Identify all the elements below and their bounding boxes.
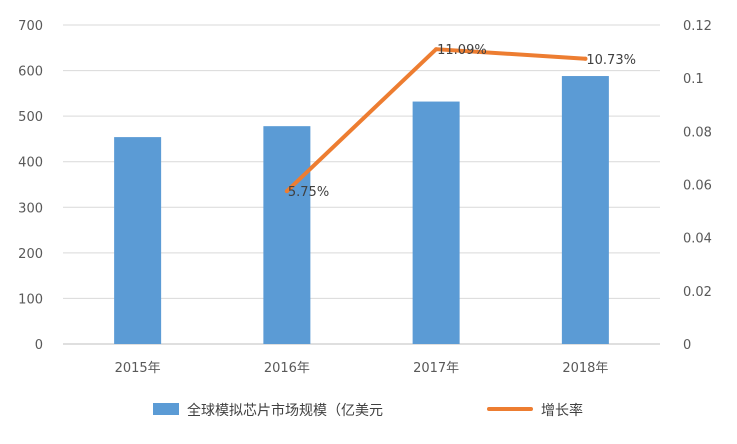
- y-left-tick-label: 0: [35, 338, 43, 353]
- data-label: 5.75%: [288, 185, 329, 200]
- y-left-tick-label: 400: [18, 156, 43, 171]
- y-right-tick-label: 0.02: [683, 285, 712, 300]
- legend-label-line: 增长率: [541, 402, 583, 419]
- bar: [412, 101, 460, 344]
- bar-series: [114, 76, 609, 344]
- x-tick-label: 2016年: [264, 361, 310, 376]
- y-right-tick-label: 0.06: [683, 179, 712, 194]
- line-point: [583, 56, 588, 61]
- bar: [263, 126, 311, 344]
- legend: 全球模拟芯片市场规模（亿美元 增长率: [153, 402, 583, 419]
- y-right-tick-label: 0.08: [683, 125, 712, 140]
- y-right-tick-label: 0.12: [683, 19, 712, 34]
- line-point: [434, 47, 439, 52]
- bar: [561, 76, 609, 344]
- x-tick-label: 2017年: [413, 361, 459, 376]
- x-tick-label: 2015年: [115, 361, 161, 376]
- gridlines: [63, 24, 660, 299]
- y-left-tick-label: 100: [18, 292, 43, 307]
- legend-swatch-bar: [153, 403, 179, 415]
- line-series: [284, 47, 588, 194]
- y-left-tick-label: 500: [18, 110, 43, 125]
- data-labels: 5.75% 11.09% 10.73%: [288, 43, 636, 200]
- axes: 0 100 200 300 400 500 600 700 0 0.02 0.04 0.06 0.08 0…: [18, 19, 712, 376]
- legend-label-bar: 全球模拟芯片市场规模（亿美元: [187, 402, 383, 419]
- y-left-tick-label: 600: [18, 65, 43, 80]
- bar: [114, 137, 162, 344]
- data-label: 10.73%: [586, 53, 636, 68]
- line-point: [284, 189, 289, 194]
- x-tick-label: 2018年: [562, 361, 608, 376]
- y-left-tick-label: 200: [18, 247, 43, 262]
- y-right-tick-label: 0.1: [683, 72, 704, 87]
- y-right-tick-label: 0: [683, 338, 691, 353]
- y-left-tick-label: 300: [18, 201, 43, 216]
- y-left-tick-label: 700: [18, 19, 43, 34]
- y-right-tick-label: 0.04: [683, 232, 712, 247]
- data-label: 11.09%: [437, 43, 487, 58]
